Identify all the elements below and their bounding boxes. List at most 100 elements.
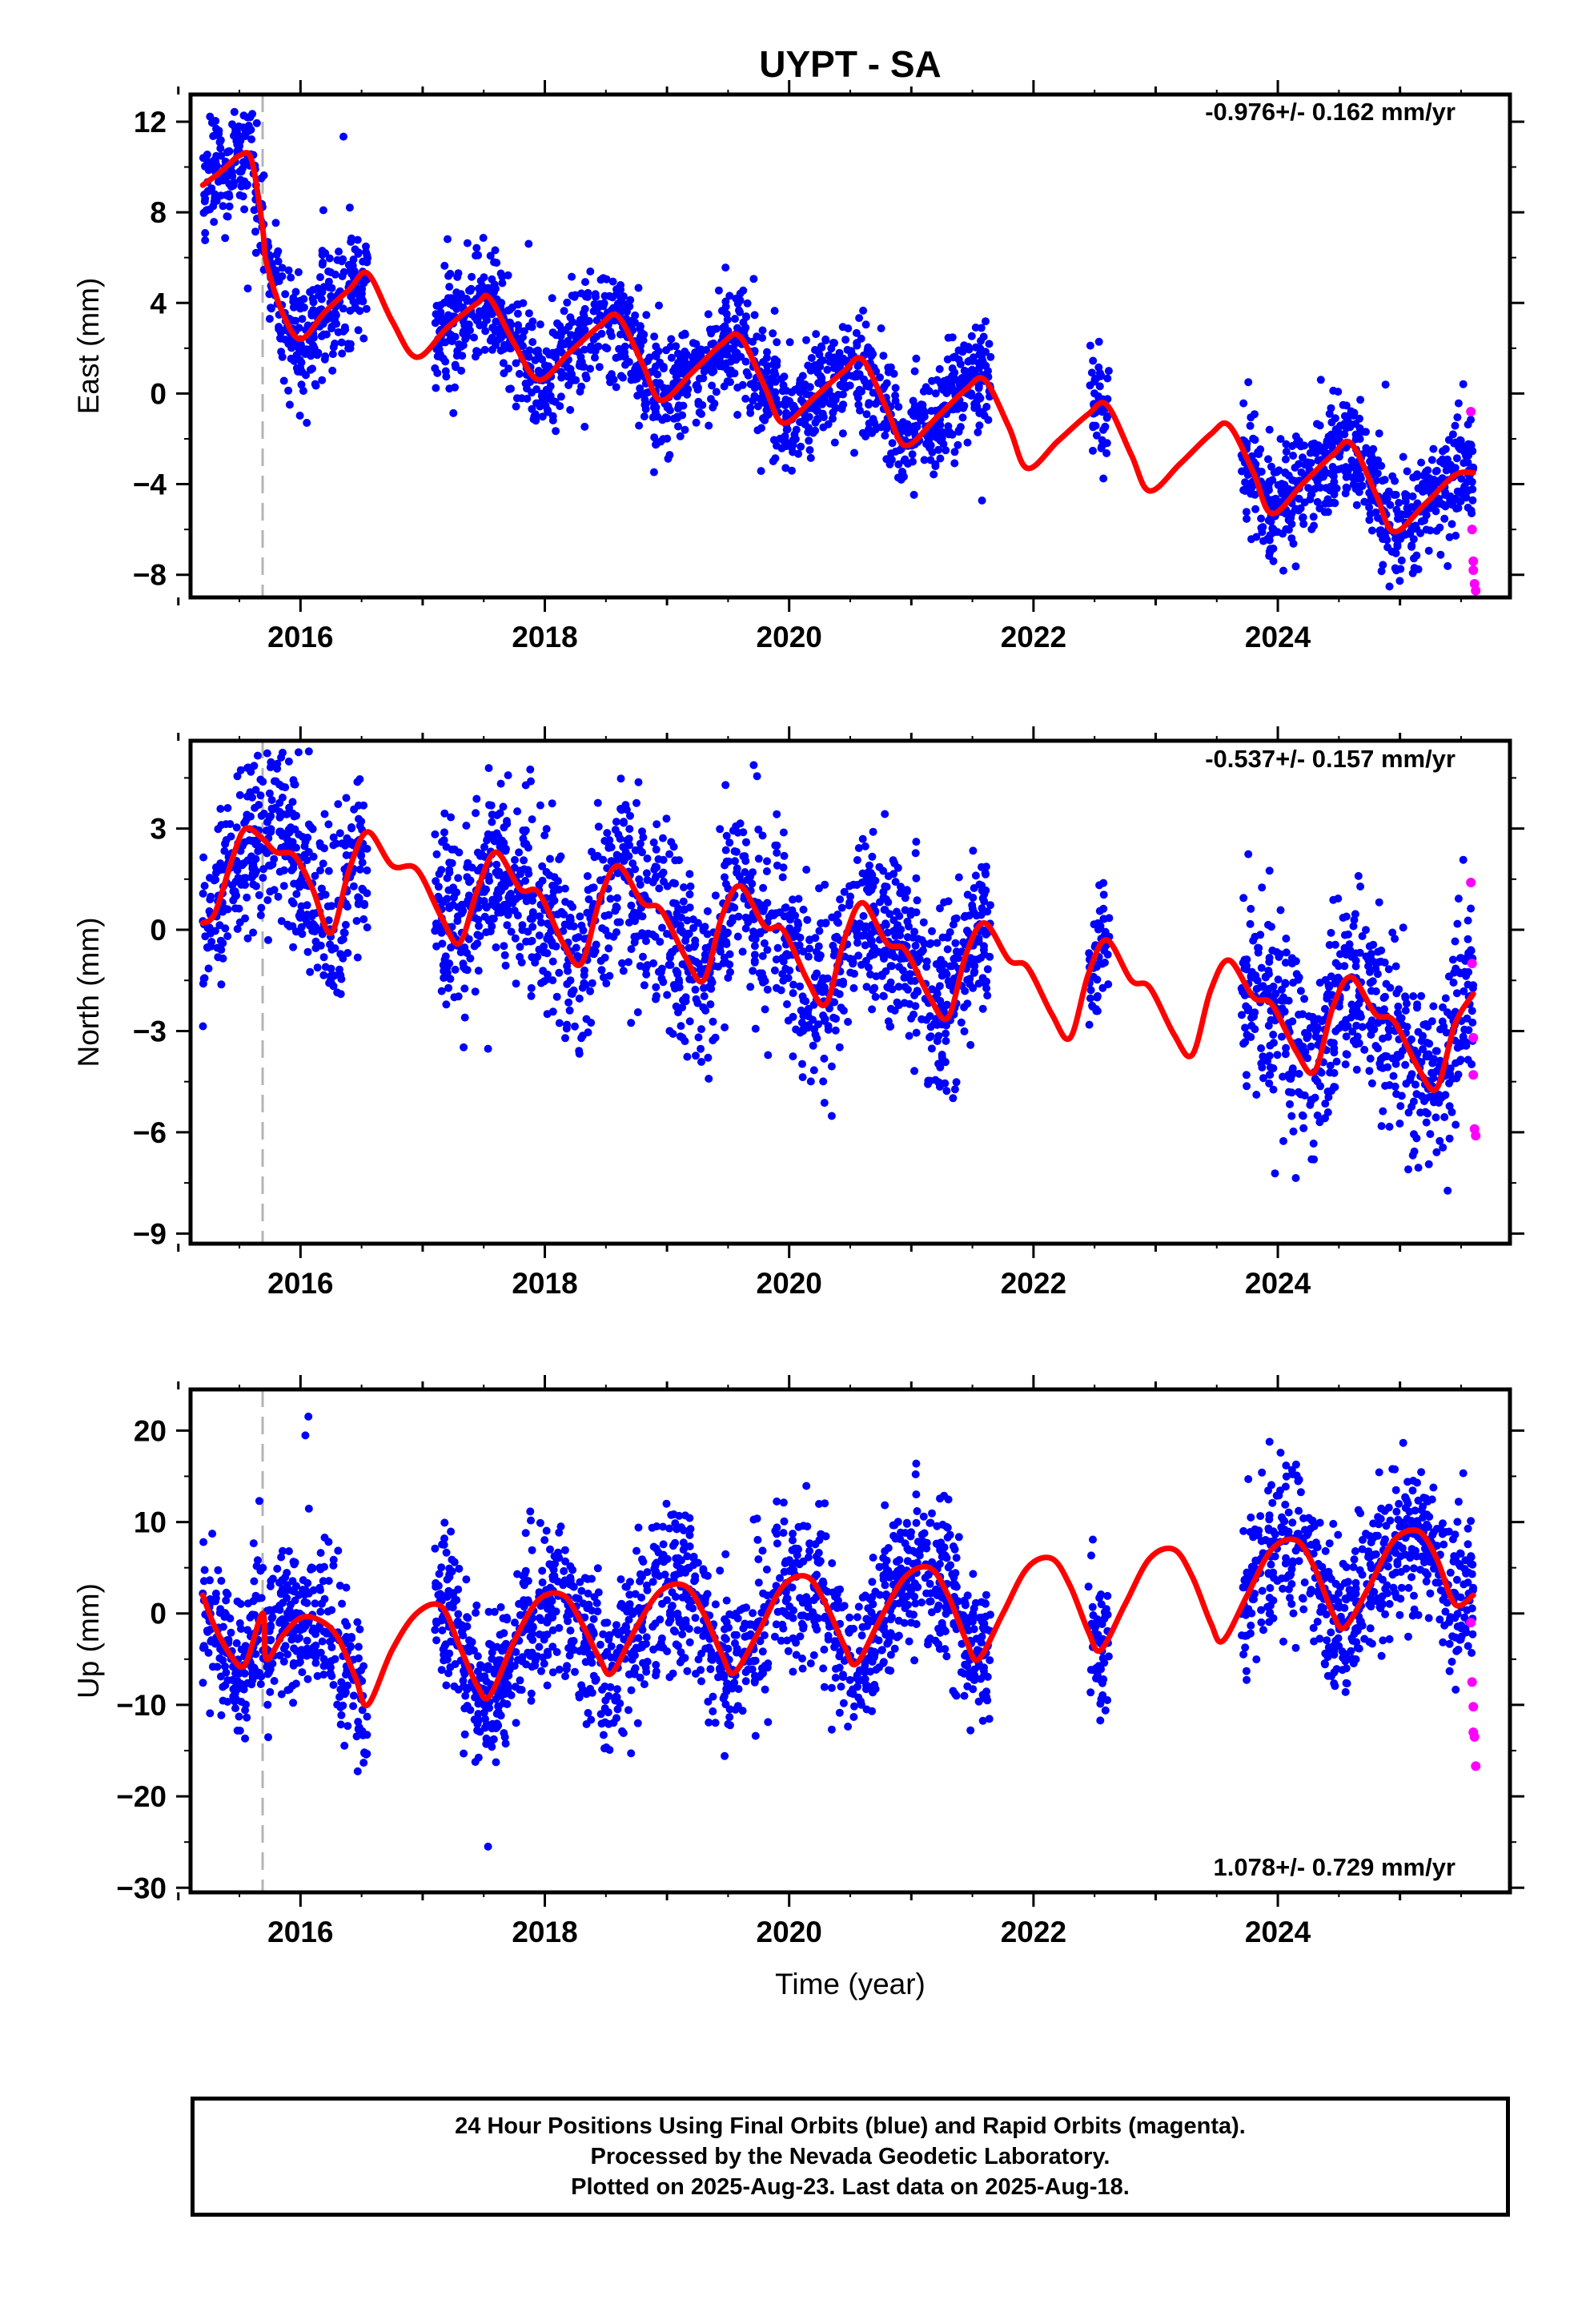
final-orbit-point [1464,458,1472,467]
final-orbit-point [265,315,274,324]
final-orbit-point [475,922,483,931]
final-orbit-point [232,891,241,900]
final-orbit-point [685,1017,694,1026]
final-orbit-point [978,497,986,505]
final-orbit-point [948,364,957,372]
final-orbit-point [212,151,221,160]
final-orbit-point [243,284,252,293]
final-orbit-point [235,918,244,927]
final-orbit-point [515,848,524,857]
final-orbit-point [444,311,452,320]
final-orbit-point [1460,1025,1469,1034]
final-orbit-point [603,829,612,838]
final-orbit-point [1390,491,1399,499]
final-orbit-point [926,1033,934,1042]
final-orbit-point [279,376,288,385]
final-orbit-point [527,983,536,992]
final-orbit-point [652,820,661,829]
final-orbit-point [909,490,918,499]
final-orbit-point [827,1112,836,1120]
final-orbit-point [359,334,368,343]
final-orbit-point [1265,954,1274,962]
final-orbit-point [243,814,251,822]
final-orbit-point [845,882,854,891]
final-orbit-point [943,945,952,954]
final-orbit-point [750,958,759,967]
final-orbit-point [200,882,209,891]
final-orbit-point [1454,399,1463,408]
final-orbit-point [712,388,721,396]
final-orbit-point [354,250,363,258]
final-orbit-point [329,833,338,842]
final-orbit-point [846,892,855,901]
final-orbit-point [681,348,689,356]
final-orbit-point [249,928,258,937]
final-orbit-point [289,943,298,951]
final-orbit-point [804,952,813,961]
final-orbit-point [854,844,863,852]
final-orbit-point [1249,434,1258,443]
final-orbit-point [627,945,636,954]
final-orbit-point [1423,1109,1432,1118]
final-orbit-point [674,422,682,431]
final-orbit-point [1450,439,1459,448]
final-orbit-point [556,392,565,401]
final-orbit-point [604,911,613,919]
final-orbit-point [974,384,983,392]
final-orbit-point [547,927,556,935]
final-orbit-point [1279,566,1287,575]
final-orbit-point [627,901,636,910]
final-orbit-point [337,338,346,347]
final-orbit-point [785,911,793,919]
final-orbit-point [619,373,627,382]
final-orbit-point [817,919,825,927]
final-orbit-point [355,296,363,305]
final-orbit-point [1383,536,1391,545]
final-orbit-point [636,384,644,392]
final-orbit-point [616,774,625,783]
final-orbit-point [1451,421,1460,430]
final-orbit-point [658,923,666,932]
final-orbit-point [685,943,693,952]
final-orbit-point [548,893,557,902]
final-orbit-point [203,206,211,215]
final-orbit-point [722,831,731,840]
final-orbit-point [788,466,796,475]
final-orbit-point [528,338,537,347]
final-orbit-point [1287,534,1296,543]
final-orbit-point [575,994,584,1003]
final-orbit-point [1447,520,1456,529]
final-orbit-point [526,915,535,923]
final-orbit-point [733,864,741,873]
final-orbit-point [649,838,658,846]
final-orbit-point [329,309,338,318]
final-orbit-point [232,823,241,832]
final-orbit-point [207,119,216,127]
final-orbit-point [1417,458,1426,467]
final-orbit-point [1254,448,1263,456]
final-orbit-point [805,1021,813,1030]
final-orbit-point [299,387,307,396]
final-orbit-point [203,924,212,932]
final-orbit-point [560,307,568,316]
final-orbit-point [792,425,801,434]
final-orbit-point [1399,452,1407,461]
final-orbit-point [576,912,584,921]
final-orbit-point [544,975,552,983]
final-orbit-point [270,886,279,895]
rapid-orbit-point [1468,556,1479,566]
final-orbit-point [732,294,741,303]
final-orbit-point [571,1022,579,1031]
final-orbit-point [911,941,920,950]
final-orbit-point [1389,1072,1398,1080]
final-orbit-point [204,187,213,195]
final-orbit-point [1306,495,1315,504]
final-orbit-point [317,295,326,304]
final-orbit-point [855,314,864,323]
final-orbit-point [810,972,819,981]
rate-label: -0.976+/- 0.162 mm/yr [1205,98,1456,126]
final-orbit-point [932,987,941,995]
final-orbit-point [476,932,484,940]
final-orbit-point [1099,474,1108,483]
final-orbit-point [1329,386,1338,395]
